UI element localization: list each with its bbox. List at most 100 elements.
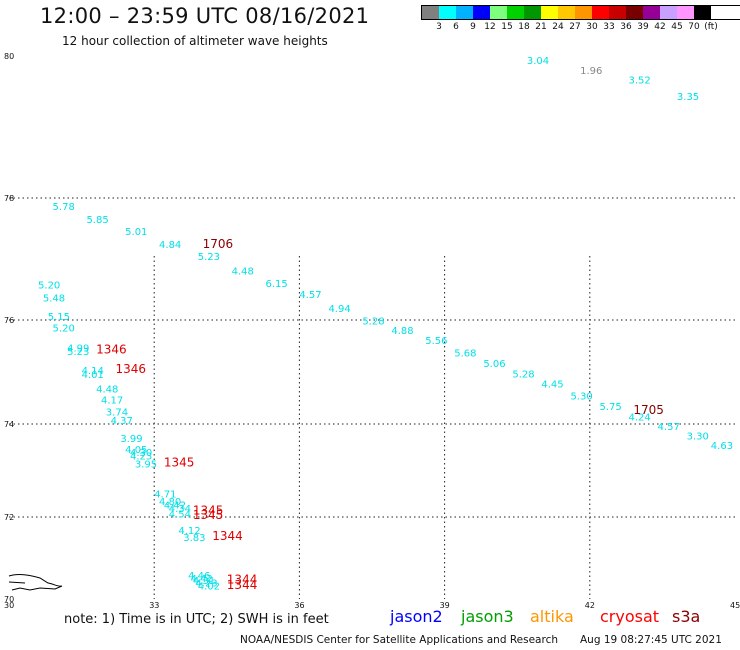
colorbar-label: 24 (552, 22, 564, 32)
wave-height-label: 5.68 (454, 348, 476, 359)
colorbar-swatch (456, 6, 473, 19)
wave-height-label: 5.20 (53, 323, 75, 334)
colorbar-swatches (421, 5, 740, 20)
pass-time-label: 1345 (193, 508, 224, 522)
legend-s3a: s3a (672, 607, 701, 626)
wave-height-label: 3.99 (120, 434, 142, 445)
footer-timestamp: Aug 19 08:27:45 UTC 2021 (580, 634, 722, 646)
wave-height-label: 5.75 (599, 402, 621, 413)
pass-time-label: 1345 (164, 455, 195, 469)
wave-height-label: 4.01 (82, 370, 104, 381)
latitude-label: 78 (4, 194, 14, 203)
wave-height-label: 4.48 (232, 266, 254, 277)
wave-height-label: 5.06 (483, 359, 505, 370)
pass-time-label: 1344 (227, 572, 258, 586)
legend-altika: altika (530, 607, 574, 626)
colorbar-label: (ft) (704, 22, 718, 32)
wave-height-label: 1.96 (580, 66, 602, 77)
wave-height-label: 5.56 (425, 336, 447, 347)
wave-height-label: 4.84 (159, 240, 181, 251)
wave-height-label: 5.23 (198, 252, 220, 263)
wave-height-label: 5.20 (38, 280, 60, 291)
wave-height-label: 4.23 (195, 579, 217, 590)
wave-height-label: 4.54 (169, 509, 191, 520)
wave-height-label: 4.57 (299, 290, 321, 301)
wave-height-label: 3.52 (629, 76, 651, 87)
colorbar-label: 3 (436, 22, 442, 32)
colorbar-label: 27 (569, 22, 581, 32)
wave-height-label: 4.37 (111, 416, 133, 427)
longitude-label: 36 (294, 601, 304, 610)
colorbar-swatch (575, 6, 592, 19)
wave-height-label: 5.28 (512, 370, 534, 381)
wave-height-label: 5.85 (86, 215, 108, 226)
colorbar-label: 45 (671, 22, 683, 32)
longitude-label: 30 (4, 601, 14, 610)
colorbar-label: 36 (620, 22, 632, 32)
wave-height-label: 3.95 (135, 460, 157, 471)
pass-time-label: 1345 (193, 504, 224, 518)
wave-height-label: 3.04 (527, 56, 549, 67)
wave-height-label: 4.57 (658, 422, 680, 433)
coastline (8, 581, 26, 584)
wave-height-label: 5.78 (53, 202, 75, 213)
colorbar-swatch (558, 6, 575, 19)
colorbar-label: 6 (453, 22, 459, 32)
colorbar-swatch (473, 6, 490, 19)
pass-time-label: 1344 (212, 529, 243, 543)
colorbar-label: 70 (688, 22, 700, 32)
wave-height-label: 3.74 (106, 408, 128, 419)
wave-height-label: 4.45 (541, 380, 563, 391)
wave-height-label: 4.80 (159, 497, 181, 508)
wave-height-label: 4.02 (198, 582, 220, 593)
colorbar-swatch (592, 6, 609, 19)
wave-height-label: 4.31 (193, 576, 215, 587)
footer-note: note: 1) Time is in UTC; 2) SWH is in fe… (64, 612, 329, 627)
wave-height-label: 4.17 (101, 396, 123, 407)
wave-height-label: 4.71 (154, 489, 176, 500)
wave-height-label: 4.34 (169, 504, 191, 515)
wave-height-label: 4.23 (130, 451, 152, 462)
longitude-label: 42 (585, 601, 595, 610)
wave-height-colorbar: 3 6 9 12 15 18 21 24 27 30 33 36 39 42 45 70 (ft) (421, 5, 740, 34)
longitude-label: 39 (440, 601, 450, 610)
pass-time-label: 1705 (633, 403, 664, 417)
colorbar-label: 15 (501, 22, 513, 32)
wave-height-label: 5.15 (48, 312, 70, 323)
colorbar-label: 12 (484, 22, 496, 32)
latitude-label: 72 (4, 513, 14, 522)
colorbar-swatch (439, 6, 456, 19)
colorbar-label: 30 (586, 22, 598, 32)
wave-height-label: 5.48 (43, 294, 65, 305)
colorbar-swatch (541, 6, 558, 19)
legend-jason2: jason2 (390, 607, 443, 626)
colorbar-swatch (609, 6, 626, 19)
wave-height-label: 3.30 (687, 431, 709, 442)
colorbar-label: 21 (535, 22, 547, 32)
wave-height-label: 3.35 (677, 92, 699, 103)
wave-height-label: 4.05 (125, 445, 147, 456)
legend-jason3: jason3 (461, 607, 514, 626)
colorbar-swatch (660, 6, 677, 19)
footer-credit: NOAA/NESDIS Center for Satellite Applica… (240, 634, 558, 646)
colorbar-swatch (507, 6, 524, 19)
longitude-label: 45 (730, 601, 740, 610)
colorbar-label: 9 (470, 22, 476, 32)
coastline (8, 574, 63, 591)
wave-height-label: 4.12 (178, 526, 200, 537)
wave-height-label: 4.63 (711, 441, 733, 452)
colorbar-swatch (677, 6, 694, 19)
colorbar-swatch (626, 6, 643, 19)
wave-height-label: 6.15 (266, 279, 288, 290)
colorbar-swatch (643, 6, 660, 19)
colorbar-label: 18 (518, 22, 530, 32)
latitude-label: 80 (4, 52, 14, 61)
latitude-label: 74 (4, 420, 14, 429)
wave-height-label: 4.24 (629, 412, 651, 423)
wave-height-label: 4.46 (188, 571, 210, 582)
wave-height-label: 4.42 (191, 574, 213, 585)
wave-height-label: 5.01 (125, 227, 147, 238)
colorbar-labels: 3 6 9 12 15 18 21 24 27 30 33 36 39 42 45 70 (ft) (421, 20, 740, 34)
latitude-label: 76 (4, 316, 14, 325)
